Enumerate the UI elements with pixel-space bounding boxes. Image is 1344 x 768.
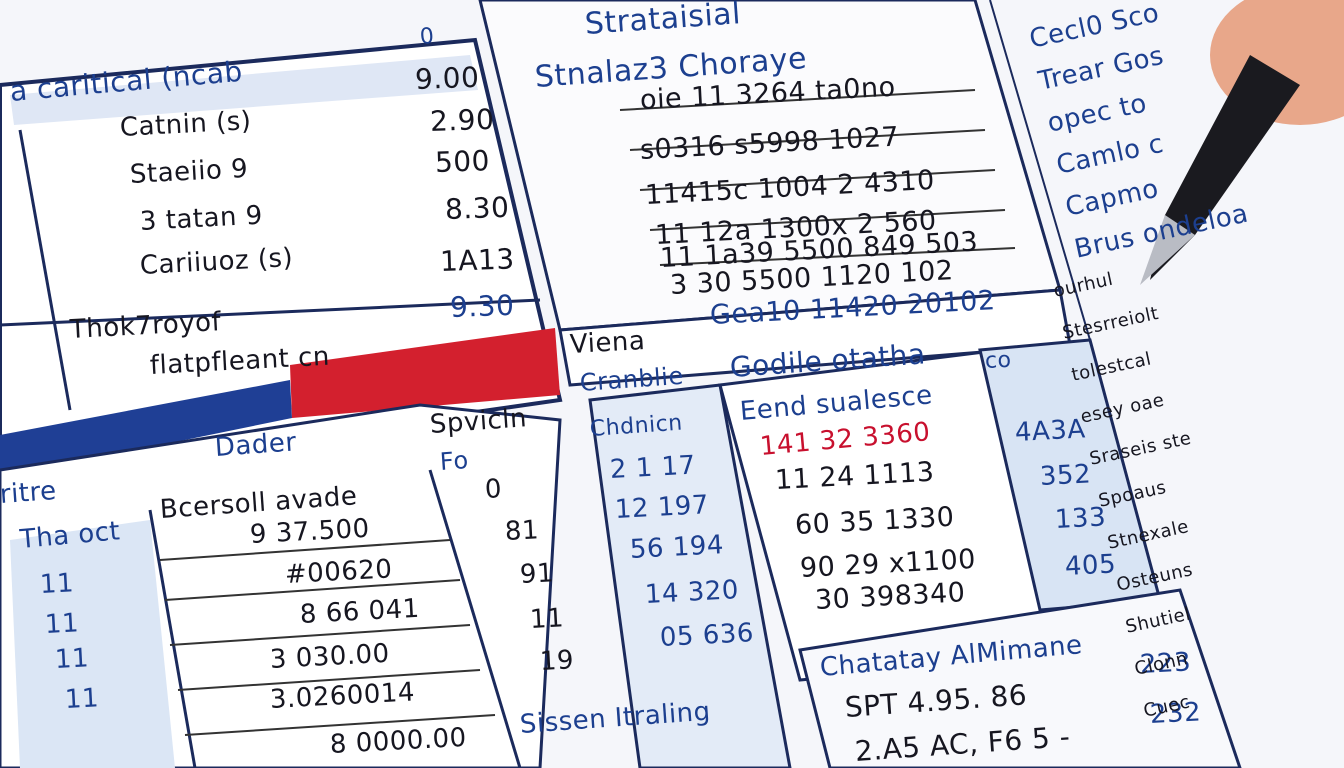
paper-text: Dader — [213, 427, 298, 463]
rule — [184, 714, 496, 736]
paper-text: 500 — [434, 144, 491, 179]
rule — [169, 624, 471, 646]
paper-text: co — [984, 347, 1013, 374]
paper-text: 3 tatan 9 — [139, 200, 264, 237]
rule — [159, 539, 451, 561]
paper-text: 11 — [54, 643, 90, 675]
paper-text: Catnin (s) — [119, 106, 253, 143]
paper-text: 2 1 17 — [609, 450, 697, 485]
rule — [177, 669, 481, 691]
blue-band — [0, 380, 292, 478]
table — [798, 588, 1242, 768]
paper-text: 352 — [1039, 459, 1092, 492]
paper-text: 05 636 — [659, 618, 755, 653]
blue-column — [588, 383, 792, 768]
rule — [428, 469, 522, 768]
paper-text: 12 197 — [614, 490, 710, 525]
paper-text: Staeiio 9 — [129, 153, 249, 190]
paper-text: 1A13 — [439, 242, 516, 278]
paper-text: Cariiuoz (s) — [139, 242, 294, 281]
paper-text: #00620 — [284, 554, 394, 590]
paper-text: 0 — [418, 23, 436, 50]
rule — [649, 209, 1006, 231]
header-band — [10, 55, 478, 125]
pen — [1150, 55, 1300, 280]
rule — [148, 509, 197, 768]
rule — [0, 298, 541, 327]
paper-text: 8 0000.00 — [329, 722, 468, 760]
paper-text: 9 37.500 — [249, 513, 371, 550]
paper-text: 11 — [529, 603, 565, 635]
paper-text: 3.0260014 — [269, 677, 416, 715]
paper-text: 8 66 041 — [299, 593, 421, 630]
paper-text: Spvicln — [428, 403, 528, 440]
paper-text: Viena — [569, 326, 647, 360]
paper-text: 11 — [44, 608, 80, 640]
pen-tip — [1140, 215, 1195, 285]
paper-text: 9.30 — [449, 288, 515, 324]
paper-text: 91 — [519, 558, 555, 590]
rule — [629, 129, 986, 151]
rule — [164, 579, 461, 601]
paper-text: Thok7royof — [69, 307, 222, 345]
rule — [989, 0, 1091, 341]
paper-text: ritre — [0, 476, 58, 510]
paper-text: 4A3A — [1014, 414, 1087, 448]
paper-text: 8.30 — [444, 190, 510, 226]
paper-text: 133 — [1054, 502, 1107, 535]
paper-text: 405 — [1064, 549, 1117, 582]
red-band — [290, 328, 560, 418]
paper-text: Fo — [439, 446, 470, 476]
blue-column — [10, 520, 175, 768]
paper-text: 11 24 1113 — [774, 456, 936, 496]
paper-text: 90 29 x1100 — [799, 543, 977, 584]
paper-text: 9.00 — [414, 60, 480, 96]
rule — [18, 129, 72, 411]
paper-text: 56 194 — [629, 530, 725, 565]
paper-text: 2.90 — [429, 102, 495, 138]
paper-text: 81 — [504, 515, 540, 547]
rule — [659, 247, 1016, 266]
paper-text: 30 398340 — [814, 576, 967, 616]
rule — [639, 169, 996, 191]
paper-text: 19 — [539, 645, 575, 677]
paper-text: 3 030.00 — [269, 638, 391, 675]
paper-text: 0 — [484, 474, 503, 505]
paper-text: 11 — [64, 683, 100, 715]
paper-text: 14 320 — [644, 575, 740, 610]
paper-text: 11 — [39, 568, 75, 600]
paper-text: Cranblie — [579, 361, 685, 397]
rule — [619, 89, 976, 111]
paper-text: 60 35 1330 — [794, 501, 956, 541]
